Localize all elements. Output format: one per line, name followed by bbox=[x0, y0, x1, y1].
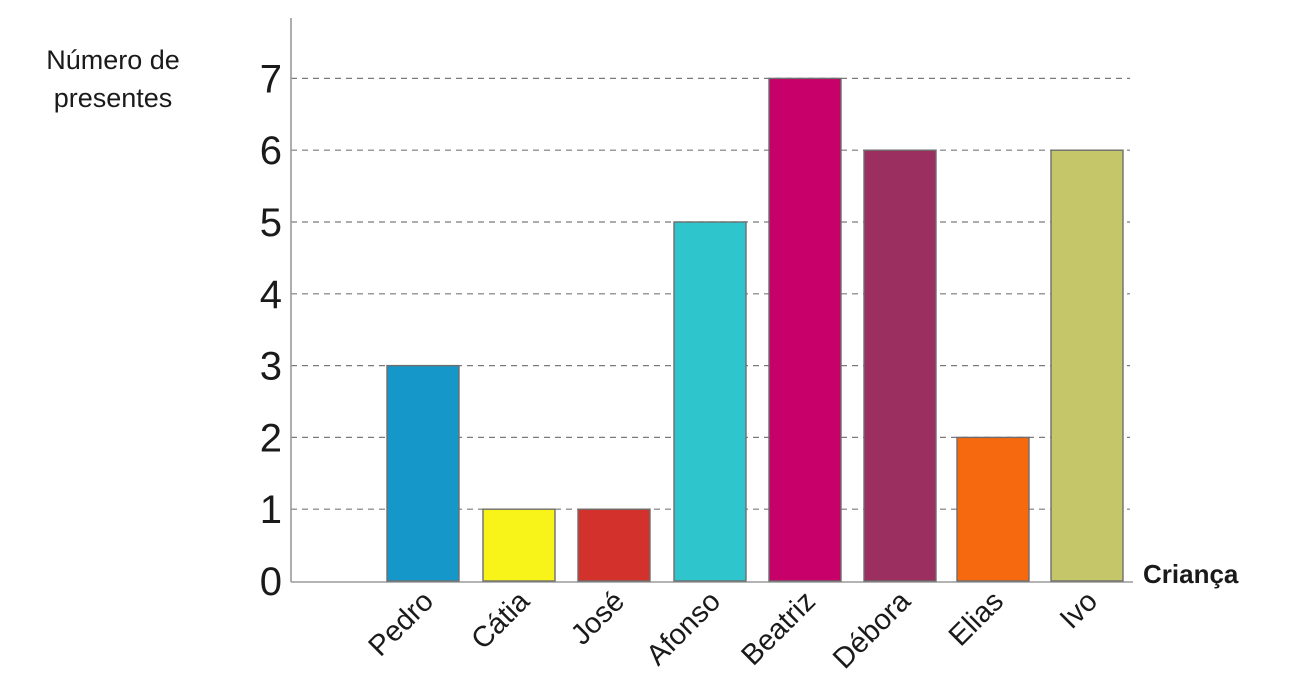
y-axis-title-line-2: presentes bbox=[54, 83, 173, 113]
bar-pedro bbox=[386, 364, 460, 582]
x-tick-labels: Pedro Cátia José Afonso Beatriz Débora Elias Iv… bbox=[363, 585, 1104, 676]
y-tick-label-5: 5 bbox=[260, 201, 282, 245]
bar-elias bbox=[956, 436, 1030, 582]
x-tick-label-jose: José bbox=[565, 585, 631, 651]
bar-catia bbox=[482, 508, 556, 582]
x-tick-label-ivo: Ivo bbox=[1054, 585, 1104, 635]
bar-ivo bbox=[1050, 149, 1124, 582]
y-tick-label-6: 6 bbox=[260, 129, 282, 173]
y-tick-label-0: 0 bbox=[260, 560, 282, 604]
x-tick-label-pedro: Pedro bbox=[363, 585, 440, 662]
bar-jose bbox=[577, 508, 651, 582]
y-tick-label-2: 2 bbox=[260, 416, 282, 460]
y-tick-label-1: 1 bbox=[260, 488, 282, 532]
bar-debora bbox=[863, 149, 937, 582]
x-axis-title: Criança bbox=[1143, 559, 1239, 589]
y-tick-labels: 0 1 2 3 4 5 6 7 bbox=[260, 57, 282, 604]
bar-afonso bbox=[673, 221, 747, 582]
y-axis-title-line-1: Número de bbox=[46, 45, 180, 75]
bars bbox=[386, 77, 1124, 582]
x-tick-label-debora: Débora bbox=[827, 585, 917, 675]
x-tick-label-beatriz: Beatriz bbox=[735, 585, 821, 671]
x-tick-label-elias: Elias bbox=[943, 585, 1010, 652]
y-tick-label-4: 4 bbox=[260, 273, 282, 317]
y-tick-label-7: 7 bbox=[260, 57, 282, 101]
x-tick-label-afonso: Afonso bbox=[640, 585, 726, 671]
axes bbox=[290, 18, 1133, 583]
bar-beatriz bbox=[768, 77, 842, 582]
x-tick-label-catia: Cátia bbox=[465, 585, 536, 656]
y-tick-label-3: 3 bbox=[260, 345, 282, 389]
